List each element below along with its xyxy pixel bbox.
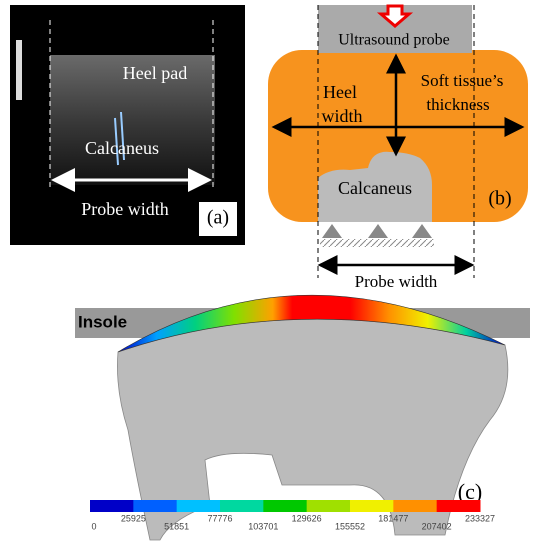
colorbar-tick-label: 103701 [248,521,278,531]
colorbar-tick-label: 51851 [164,521,189,531]
panel-label: (b) [488,188,511,210]
colorbar-segment [90,500,134,512]
label: Calcaneus [338,178,412,198]
label: Probe width [355,272,438,291]
label: Insole [78,312,127,331]
label: Ultrasound probe [338,32,450,49]
colorbar-segment [263,500,307,512]
panel-b: Ultrasound probe Calcaneus Heel width So… [268,5,528,291]
label: thickness [426,95,489,114]
label: Calcaneus [85,138,159,158]
colorbar-segment [177,500,221,512]
label: Heel [323,82,357,102]
label: width [321,106,362,126]
colorbar-segment [350,500,394,512]
colorbar-segment [437,500,481,512]
label: Soft tissue’s [421,71,504,90]
colorbar-tick-label: 181477 [378,513,408,523]
colorbar-tick-label: 25925 [121,513,146,523]
colorbar-segment [133,500,177,512]
colorbar-tick-label: 207402 [422,521,452,531]
label: Probe width [81,199,169,219]
colorbar-tick-label: 77776 [207,513,232,523]
colorbar-segment [393,500,437,512]
supports [322,224,432,238]
panel-a: Heel pad Calcaneus Probe width (a) [10,5,245,245]
gray-scale [16,40,22,100]
panel-c: Insole (c) 02592551851777761037011296261… [75,295,530,540]
figure: Heel pad Calcaneus Probe width (a) Ultra… [0,0,536,551]
colorbar-tick-label: 155552 [335,521,365,531]
colorbar-tick-label: 129626 [292,513,322,523]
colorbar-tick-label: 0 [91,521,96,531]
ground [320,239,434,247]
colorbar-segment [220,500,264,512]
colorbar-tick-label: 233327 [465,513,495,523]
panel-label: (a) [207,207,229,229]
label: Heel pad [123,63,187,83]
colorbar-segment [307,500,351,512]
